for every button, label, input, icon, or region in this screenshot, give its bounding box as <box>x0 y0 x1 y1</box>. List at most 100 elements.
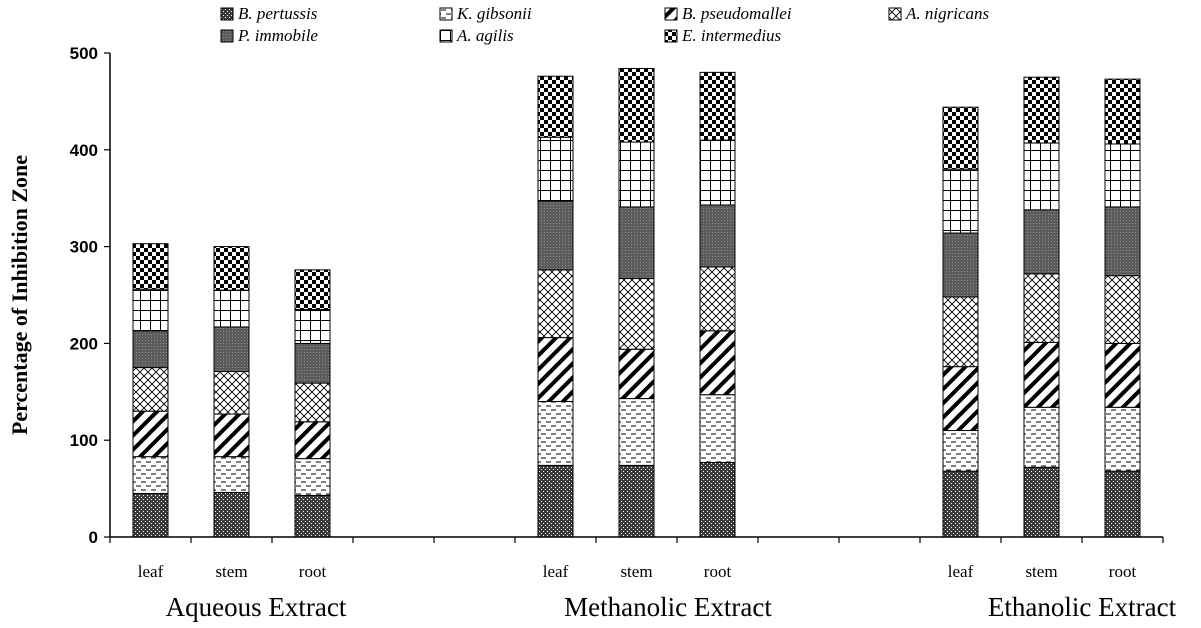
legend-label: K. gibsonii <box>456 4 532 23</box>
legend-swatch <box>664 7 678 21</box>
bar-segment-e-intermedius <box>699 71 736 141</box>
y-tick-label: 400 <box>70 141 98 160</box>
bar-segment-a-agilis <box>699 139 736 206</box>
legend-swatch <box>220 7 234 21</box>
bar-segment-b-pseudomallei <box>1104 342 1141 408</box>
legend-swatch <box>439 7 453 21</box>
bar-segment-b-pseudomallei <box>1023 341 1060 408</box>
bar-segment-e-intermedius <box>132 243 169 290</box>
legend-label: B. pertussis <box>238 4 318 23</box>
bar-segment-b-pertussis <box>1104 470 1141 538</box>
y-tick-label: 200 <box>70 334 98 353</box>
bar-segment-a-nigricans <box>1104 275 1141 344</box>
bar-segment-e-intermedius <box>942 106 979 170</box>
x-tick-label: leaf <box>138 562 164 581</box>
bar-segment-p-immobile <box>942 232 979 298</box>
y-axis: 0 100 200 300 400 500 <box>70 44 111 547</box>
bar-segment-e-intermedius <box>213 246 250 291</box>
bar-segment-e-intermedius <box>294 269 331 311</box>
y-axis-label: Percentage of Inhibition Zone <box>7 155 32 435</box>
x-tick-label: stem <box>1025 562 1057 581</box>
bar-segment-e-intermedius <box>618 67 655 143</box>
x-tick-label: leaf <box>948 562 974 581</box>
bar-segment-p-immobile <box>294 342 331 384</box>
bar-segment-k-gibsonii <box>213 456 250 493</box>
x-tick-label: stem <box>620 562 652 581</box>
bar-segment-a-agilis <box>618 141 655 208</box>
bar-segment-k-gibsonii <box>1104 406 1141 472</box>
legend-swatch <box>439 29 453 43</box>
legend-label: B. pseudomallei <box>682 4 792 23</box>
bar-segment-k-gibsonii <box>1023 406 1060 468</box>
bar-segment-b-pertussis <box>537 464 574 538</box>
bar-segment-b-pseudomallei <box>213 413 250 458</box>
bar-segment-a-nigricans <box>699 266 736 332</box>
bar-segment-a-nigricans <box>942 296 979 368</box>
bar-segment-a-nigricans <box>1023 273 1060 343</box>
bar-segment-k-gibsonii <box>132 456 169 494</box>
bar-segment-a-agilis <box>294 309 331 344</box>
y-tick-label: 100 <box>70 431 98 450</box>
bar-segment-b-pseudomallei <box>294 421 331 460</box>
bar-segment-a-agilis <box>1104 143 1141 208</box>
y-tick-label: 300 <box>70 238 98 257</box>
legend: B. pertussis K. gibsonii B. pseudomallei A.… <box>220 4 989 45</box>
bar-segment-p-immobile <box>537 200 574 271</box>
group-label: Ethanolic Extract <box>988 592 1177 622</box>
bar-segment-b-pertussis <box>1023 466 1060 538</box>
bar-segment-e-intermedius <box>1023 76 1060 144</box>
group-label: Aqueous Extract <box>166 592 347 622</box>
bar-segment-b-pertussis <box>132 492 169 538</box>
x-tick-label: root <box>299 562 327 581</box>
group-label: Methanolic Extract <box>564 592 772 622</box>
legend-label: P. immobile <box>237 26 318 45</box>
bar-segment-a-agilis <box>1023 142 1060 211</box>
bar-segment-b-pertussis <box>618 464 655 538</box>
bar-segment-k-gibsonii <box>942 430 979 472</box>
bar-segment-a-agilis <box>213 289 250 328</box>
x-tick-label: root <box>1109 562 1137 581</box>
legend-label: E. intermedius <box>681 26 782 45</box>
bar-segment-a-nigricans <box>294 382 331 423</box>
bar-segment-b-pseudomallei <box>618 348 655 400</box>
y-tick-label: 0 <box>89 528 98 547</box>
legend-swatch <box>888 7 902 21</box>
bar-segment-a-nigricans <box>213 370 250 415</box>
bar-segment-p-immobile <box>1023 209 1060 275</box>
bar-segment-b-pseudomallei <box>699 330 736 396</box>
bar-segment-b-pseudomallei <box>132 410 169 458</box>
bar-segment-e-intermedius <box>1104 78 1141 145</box>
bar-segment-p-immobile <box>213 326 250 372</box>
bar-segment-b-pertussis <box>294 494 331 538</box>
bar-segment-b-pseudomallei <box>537 337 574 402</box>
bar-segment-k-gibsonii <box>618 398 655 466</box>
x-tick-label: root <box>704 562 732 581</box>
x-tick-label: leaf <box>543 562 569 581</box>
bar-segment-p-immobile <box>699 204 736 268</box>
bar-segment-p-immobile <box>1104 206 1141 277</box>
bar-segment-a-nigricans <box>132 367 169 412</box>
bar-segment-k-gibsonii <box>294 458 331 496</box>
bar-segment-p-immobile <box>132 330 169 369</box>
bar-segment-a-nigricans <box>537 269 574 339</box>
bar-segment-b-pseudomallei <box>942 366 979 432</box>
bar-segment-b-pertussis <box>213 491 250 538</box>
legend-label: A. nigricans <box>905 4 989 23</box>
legend-swatch <box>220 29 234 43</box>
y-tick-label: 500 <box>70 44 98 63</box>
bar-segment-a-agilis <box>537 136 574 202</box>
x-tick-label: stem <box>215 562 247 581</box>
bar-segment-k-gibsonii <box>699 394 736 463</box>
bar-segment-a-nigricans <box>618 278 655 350</box>
legend-swatch <box>664 29 678 43</box>
bar-segment-a-agilis <box>132 288 169 332</box>
bar-segment-k-gibsonii <box>537 400 574 466</box>
bar-segment-e-intermedius <box>537 75 574 138</box>
bar-segment-a-agilis <box>942 168 979 234</box>
bar-segment-b-pertussis <box>699 461 736 538</box>
bar-segment-b-pertussis <box>942 470 979 538</box>
legend-label: A. agilis <box>456 26 514 45</box>
bars <box>132 67 1141 538</box>
